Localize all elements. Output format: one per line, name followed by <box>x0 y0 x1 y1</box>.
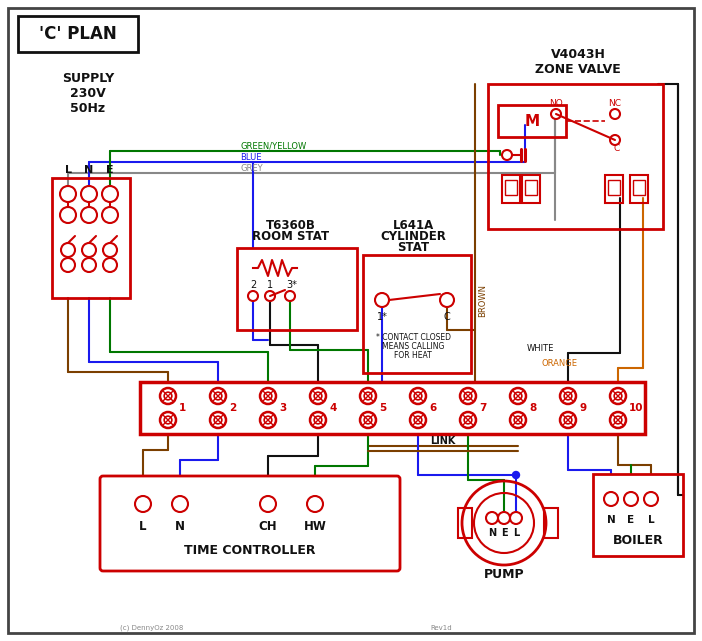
Bar <box>505 180 517 195</box>
Text: C: C <box>614 144 620 153</box>
Text: E: E <box>106 165 114 175</box>
Text: ROOM STAT: ROOM STAT <box>253 229 329 242</box>
Bar <box>544 508 558 538</box>
Text: 10: 10 <box>629 403 644 413</box>
Text: GREEN/YELLOW: GREEN/YELLOW <box>240 142 306 151</box>
Text: L: L <box>648 515 654 525</box>
Text: C: C <box>444 312 451 322</box>
Text: N: N <box>84 165 93 175</box>
Text: N: N <box>488 528 496 538</box>
Text: WHITE: WHITE <box>526 344 554 353</box>
Text: BOILER: BOILER <box>613 535 663 547</box>
Text: V4043H
ZONE VALVE: V4043H ZONE VALVE <box>535 48 621 76</box>
Text: BROWN: BROWN <box>478 283 487 317</box>
Text: 3*: 3* <box>286 280 298 290</box>
Text: HW: HW <box>303 519 326 533</box>
Text: BLUE: BLUE <box>240 153 262 162</box>
Text: T6360B: T6360B <box>266 219 316 231</box>
Bar <box>593 474 683 556</box>
Text: FOR HEAT: FOR HEAT <box>394 351 432 360</box>
Text: L641A: L641A <box>392 219 434 231</box>
Text: E: E <box>628 515 635 525</box>
Text: 2: 2 <box>229 403 237 413</box>
Text: Rev1d: Rev1d <box>430 625 451 631</box>
Bar <box>633 180 645 195</box>
Text: (c) DennyOz 2008: (c) DennyOz 2008 <box>120 625 183 631</box>
Text: L: L <box>513 528 519 538</box>
Text: 1: 1 <box>267 280 273 290</box>
Text: ORANGE: ORANGE <box>542 358 578 367</box>
Bar <box>52 178 130 298</box>
Text: CYLINDER: CYLINDER <box>380 229 446 242</box>
Bar <box>605 175 623 203</box>
Text: 'C' PLAN: 'C' PLAN <box>39 25 117 43</box>
Text: PUMP: PUMP <box>484 569 524 581</box>
Text: STAT: STAT <box>397 240 429 253</box>
Text: 4: 4 <box>329 403 336 413</box>
Bar <box>18 16 138 52</box>
Text: 7: 7 <box>479 403 486 413</box>
Text: 9: 9 <box>579 403 586 413</box>
Text: L: L <box>139 519 147 533</box>
Text: E: E <box>501 528 508 538</box>
Text: L: L <box>65 165 72 175</box>
Bar <box>498 105 566 137</box>
Text: MEANS CALLING: MEANS CALLING <box>382 342 444 351</box>
Text: 1: 1 <box>179 403 186 413</box>
Text: 5: 5 <box>379 403 386 413</box>
Circle shape <box>512 472 519 478</box>
Text: 6: 6 <box>429 403 436 413</box>
Text: * CONTACT CLOSED: * CONTACT CLOSED <box>376 333 451 342</box>
Bar <box>502 175 520 203</box>
Text: N: N <box>607 515 616 525</box>
Text: 2: 2 <box>250 280 256 290</box>
Text: 1*: 1* <box>376 312 388 322</box>
Text: GREY: GREY <box>240 163 263 172</box>
Bar <box>140 382 645 434</box>
Bar <box>488 84 663 229</box>
Text: LINK: LINK <box>430 436 456 446</box>
Text: CH: CH <box>259 519 277 533</box>
Text: TIME CONTROLLER: TIME CONTROLLER <box>184 544 316 558</box>
Bar <box>237 248 357 330</box>
Bar <box>363 255 471 373</box>
Text: M: M <box>524 113 540 128</box>
Bar <box>608 180 620 195</box>
Text: 8: 8 <box>529 403 536 413</box>
Text: N: N <box>175 519 185 533</box>
Text: NO: NO <box>549 99 563 108</box>
Bar <box>522 175 540 203</box>
Text: NC: NC <box>609 99 621 108</box>
Bar <box>630 175 648 203</box>
Bar <box>525 180 537 195</box>
Bar <box>458 508 472 538</box>
Text: SUPPLY
230V
50Hz: SUPPLY 230V 50Hz <box>62 72 114 115</box>
Text: 3: 3 <box>279 403 286 413</box>
